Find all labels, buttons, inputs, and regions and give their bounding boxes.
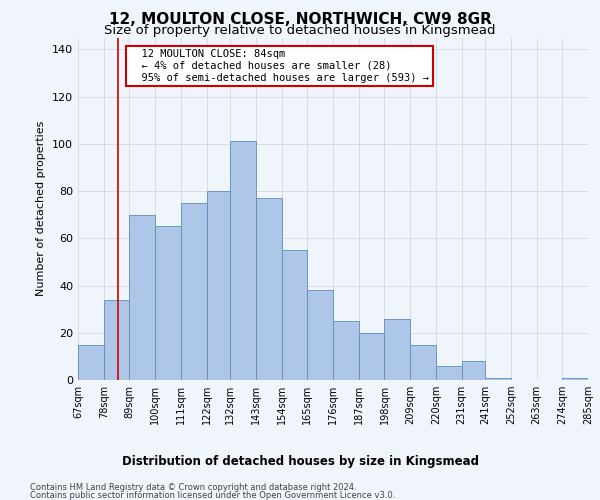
Bar (436, 366, 461, 380)
Text: Size of property relative to detached houses in Kingsmead: Size of property relative to detached ho… (104, 24, 496, 37)
Text: Contains HM Land Registry data © Crown copyright and database right 2024.: Contains HM Land Registry data © Crown c… (30, 482, 356, 492)
Bar (281, 250, 307, 380)
Bar (230, 142, 256, 380)
Bar (256, 198, 281, 380)
Bar (485, 378, 511, 380)
Bar (78, 344, 104, 380)
Bar (410, 344, 436, 380)
Bar (130, 214, 155, 380)
Bar (155, 226, 181, 380)
Text: 12 MOULTON CLOSE: 84sqm
  ← 4% of detached houses are smaller (28)
  95% of semi: 12 MOULTON CLOSE: 84sqm ← 4% of detached… (130, 50, 430, 82)
Text: 12, MOULTON CLOSE, NORTHWICH, CW9 8GR: 12, MOULTON CLOSE, NORTHWICH, CW9 8GR (109, 12, 491, 28)
Text: Distribution of detached houses by size in Kingsmead: Distribution of detached houses by size … (121, 455, 479, 468)
Bar (181, 203, 206, 380)
Text: Contains public sector information licensed under the Open Government Licence v3: Contains public sector information licen… (30, 491, 395, 500)
Bar (333, 321, 359, 380)
Bar (461, 361, 485, 380)
Bar (359, 333, 385, 380)
Bar (307, 290, 333, 380)
Bar (562, 378, 588, 380)
Bar (104, 300, 130, 380)
Bar (206, 191, 230, 380)
Y-axis label: Number of detached properties: Number of detached properties (37, 121, 46, 296)
Bar (385, 318, 410, 380)
